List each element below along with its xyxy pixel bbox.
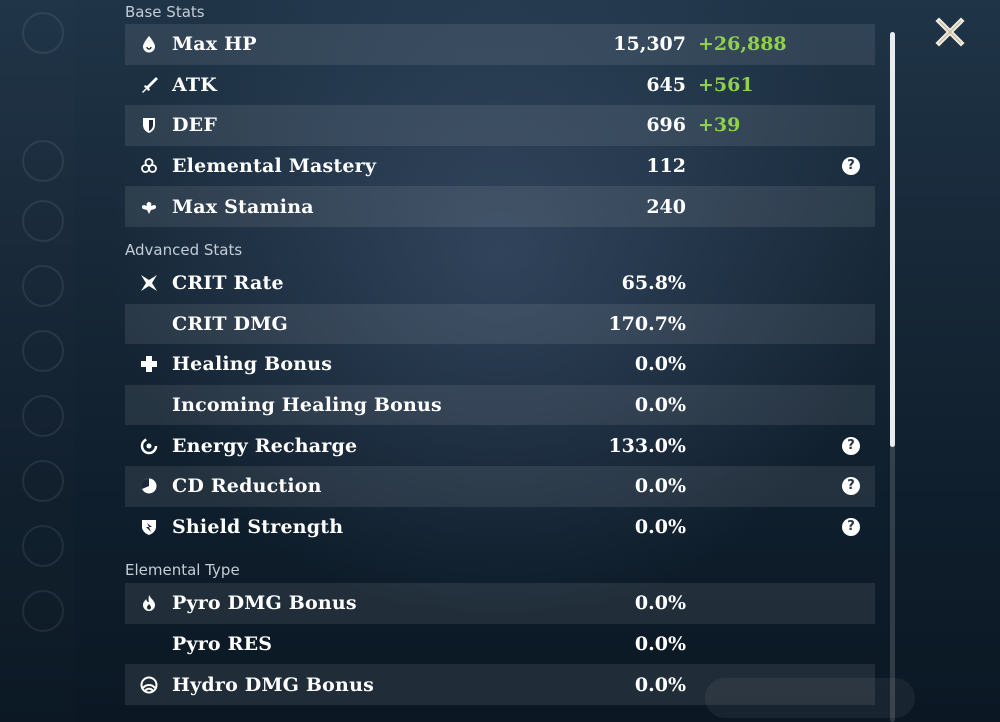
stat-bonus: +39 [698,114,741,137]
rail-avatar [22,12,64,54]
stat-label: Pyro DMG Bonus [172,592,357,615]
stat-value: 0.0% [634,353,686,376]
stat-row: CRIT DMG 170.7% [125,303,875,345]
stat-row: Shield Strength 0.0%? [125,507,875,548]
stat-label: ATK [172,73,217,96]
close-icon [935,17,965,47]
base-stats-list: Max HP 15,307 +26,888 ATK 645 +561 DEF 696 +39 El… [125,24,875,227]
stat-row: Energy Recharge 133.0%? [125,425,875,466]
stat-value: 0.0% [634,592,686,615]
pyro-icon [125,594,172,612]
stat-row: Pyro DMG Bonus 0.0% [125,583,875,624]
shield-icon [125,116,172,134]
stat-label: Energy Recharge [172,434,358,457]
stat-label: DEF [172,114,218,137]
plus-icon [125,355,172,373]
rail-avatar [22,330,64,372]
stat-value: 0.0% [634,633,686,656]
stat-row: CRIT Rate 65.8% [125,263,875,304]
stat-value: 240 [646,195,686,218]
rail-avatar [22,460,64,502]
stat-label: Incoming Healing Bonus [172,394,442,417]
stat-value: 133.0% [608,434,686,457]
rail-avatar [22,140,64,182]
stat-label: CD Reduction [172,475,322,498]
stat-value: 645 [646,73,686,96]
stat-label: Hydro DMG Bonus [172,673,374,696]
elemental-stats-list: Pyro DMG Bonus 0.0% Pyro RES 0.0% Hydro DMG … [125,583,875,705]
section-title-base: Base Stats [125,3,205,21]
stat-label: Max HP [172,33,257,56]
stat-value: 0.0% [634,673,686,696]
crit-icon [125,274,172,292]
rail-avatar [22,525,64,567]
stat-label: Max Stamina [172,195,314,218]
stat-value: 112 [646,155,686,178]
droplet-icon [125,35,172,53]
stat-row: ATK 645 +561 [125,65,875,106]
stat-label: CRIT Rate [172,272,284,295]
help-icon[interactable]: ? [842,157,860,176]
stat-row: Incoming Healing Bonus 0.0% [125,384,875,426]
close-button[interactable] [933,15,967,49]
scrollbar-thumb[interactable] [890,32,895,447]
stat-bonus: +561 [698,73,754,96]
stat-bonus: +26,888 [698,33,787,56]
stat-value: 0.0% [634,394,686,417]
stat-value: 0.0% [634,515,686,538]
stat-row: Elemental Mastery 112? [125,146,875,187]
rail-avatar [22,590,64,632]
rail-avatar [22,265,64,307]
stat-row: Pyro RES 0.0% [125,624,875,665]
stat-value: 65.8% [621,272,686,295]
section-title-advanced: Advanced Stats [125,240,243,259]
cd-reduction-icon [125,477,172,495]
character-stats-panel: Base Stats Max HP 15,307 +26,888 ATK 645 +561… [125,0,875,722]
sword-icon [125,76,172,94]
advanced-stats-list: CRIT Rate 65.8% CRIT DMG 170.7% Healing Bonu… [125,263,875,547]
stat-value: 0.0% [634,475,686,498]
stamina-icon [125,198,172,216]
energy-recharge-icon [125,437,172,455]
hydro-icon [125,676,172,694]
stat-label: Elemental Mastery [172,155,377,178]
stat-label: Shield Strength [172,515,344,538]
stat-row: DEF 696 +39 [125,105,875,146]
stat-label: Healing Bonus [172,353,333,376]
rail-avatar [22,200,64,242]
help-icon[interactable]: ? [842,517,860,536]
elemental-mastery-icon [125,157,172,175]
stat-row: CD Reduction 0.0%? [125,465,875,507]
help-icon[interactable]: ? [842,436,860,455]
stat-row: Hydro DMG Bonus 0.0% [125,664,875,705]
help-icon[interactable]: ? [842,477,860,496]
stat-value: 170.7% [608,312,686,335]
character-rail [0,0,75,722]
stat-label: CRIT DMG [172,312,288,335]
stat-row: Max HP 15,307 +26,888 [125,24,875,65]
shield-strength-icon [125,518,172,536]
stat-value: 696 [646,114,686,137]
rail-avatar [22,395,64,437]
stat-row: Healing Bonus 0.0% [125,344,875,385]
stat-value: 15,307 [613,33,686,56]
stat-label: Pyro RES [172,633,273,656]
section-title-elemental: Elemental Type [125,561,240,580]
stat-row: Max Stamina 240 [125,186,875,227]
